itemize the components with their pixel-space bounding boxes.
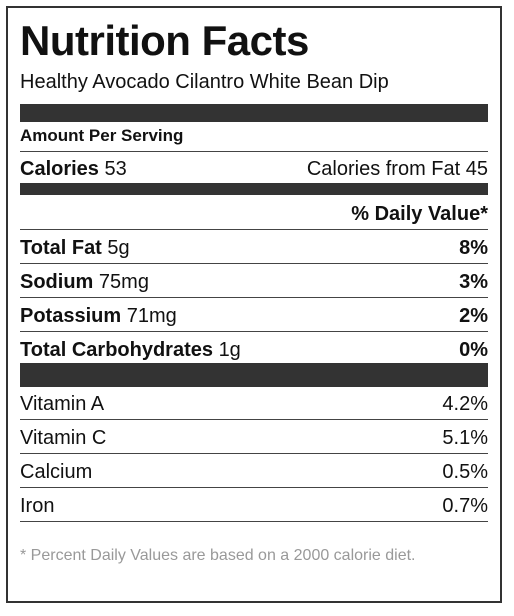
nutrient-amount: 71mg — [126, 305, 177, 327]
nutrient-percent: 2% — [459, 305, 488, 327]
calories-label: Calories — [20, 158, 99, 180]
vitamin-name: Vitamin A — [20, 393, 105, 415]
vitamin-name: Iron — [20, 495, 55, 517]
nutrient-amount: 75mg — [98, 271, 149, 293]
divider — [20, 331, 488, 332]
vitamin-percent: 0.7% — [442, 495, 488, 517]
nutrient-name: Total Fat — [20, 237, 102, 259]
nutrient-cell: Sodium 75mg — [20, 272, 149, 292]
calories-from-fat: Calories from Fat 45 — [306, 158, 488, 180]
amount-per-serving: Amount Per Serving — [20, 126, 184, 145]
medium-divider — [20, 183, 488, 195]
nutrient-amount: 1g — [218, 339, 241, 361]
nutrient-row-sodium: Sodium 75mg 3% — [20, 272, 488, 292]
vitamin-row-c: Vitamin C 5.1% — [20, 428, 488, 448]
thick-divider — [20, 104, 488, 122]
daily-value-header-row: % Daily Value* — [20, 204, 488, 224]
nutrient-amount: 5g — [107, 237, 130, 259]
nutrient-name: Total Carbohydrates — [20, 339, 213, 361]
vitamin-row-a: Vitamin A 4.2% — [20, 394, 488, 414]
vitamin-percent: 0.5% — [442, 461, 488, 483]
nutrient-percent: 3% — [459, 271, 488, 293]
nutrient-row-carbohydrates: Total Carbohydrates 1g 0% — [20, 340, 488, 360]
divider — [20, 297, 488, 298]
nutrient-cell: Potassium 71mg — [20, 306, 177, 326]
nutrient-row-total-fat: Total Fat 5g 8% — [20, 238, 488, 258]
nutrient-percent: 0% — [459, 339, 488, 361]
vitamin-name: Vitamin C — [20, 427, 107, 449]
vitamin-row-calcium: Calcium 0.5% — [20, 462, 488, 482]
calories-cell: Calories 53 — [20, 159, 127, 179]
divider — [20, 263, 488, 264]
divider — [20, 419, 488, 420]
divider — [20, 487, 488, 488]
daily-value-header: % Daily Value* — [351, 203, 488, 225]
daily-value-footnote: * Percent Daily Values are based on a 20… — [20, 547, 416, 564]
nutrition-label: Nutrition Facts Healthy Avocado Cilantro… — [6, 6, 502, 603]
thick-divider — [20, 363, 488, 387]
nutrient-row-potassium: Potassium 71mg 2% — [20, 306, 488, 326]
nutrient-cell: Total Fat 5g — [20, 238, 130, 258]
vitamin-percent: 5.1% — [442, 427, 488, 449]
vitamin-row-iron: Iron 0.7% — [20, 496, 488, 516]
calories-value: 53 — [104, 158, 127, 180]
divider — [20, 151, 488, 152]
nutrient-name: Sodium — [20, 271, 94, 293]
nutrient-cell: Total Carbohydrates 1g — [20, 340, 241, 360]
nutrient-name: Potassium — [20, 305, 122, 327]
divider — [20, 521, 488, 522]
label-title: Nutrition Facts — [20, 17, 309, 64]
vitamin-name: Calcium — [20, 461, 93, 483]
recipe-name: Healthy Avocado Cilantro White Bean Dip — [20, 71, 389, 93]
divider — [20, 453, 488, 454]
divider — [20, 229, 488, 230]
calories-row: Calories 53 Calories from Fat 45 — [20, 159, 488, 179]
vitamin-percent: 4.2% — [442, 393, 488, 415]
nutrient-percent: 8% — [459, 237, 488, 259]
